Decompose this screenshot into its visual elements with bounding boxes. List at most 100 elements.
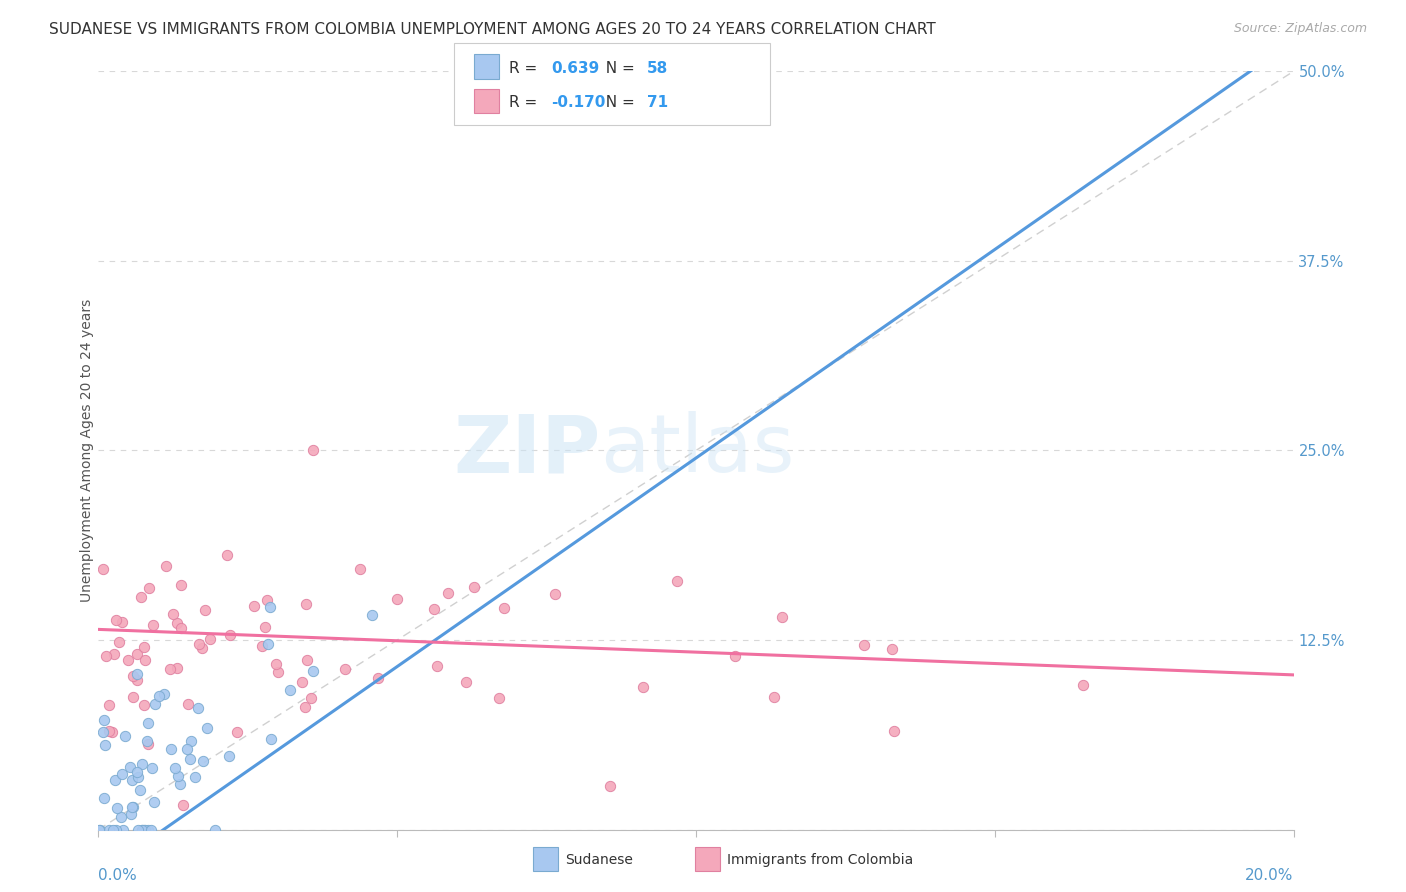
- Point: [127, 822, 149, 837]
- Point: [141, 822, 163, 837]
- Point: [456, 675, 478, 690]
- Point: [162, 607, 184, 622]
- Point: [121, 690, 143, 705]
- Point: [257, 637, 280, 651]
- Point: [91, 562, 114, 576]
- Point: [142, 795, 165, 809]
- Point: [141, 761, 163, 775]
- Point: [159, 742, 181, 756]
- Point: [108, 635, 131, 649]
- Point: [97, 698, 120, 713]
- Point: [194, 602, 217, 616]
- Point: [131, 822, 153, 837]
- Point: [105, 801, 128, 815]
- Point: [136, 822, 159, 837]
- Point: [218, 749, 240, 764]
- Point: [87, 822, 110, 837]
- Point: [852, 638, 875, 652]
- Point: [110, 809, 132, 823]
- Point: [170, 578, 193, 592]
- Point: [101, 725, 124, 739]
- Point: [125, 667, 148, 681]
- Point: [169, 777, 191, 791]
- Point: [302, 443, 325, 458]
- Point: [666, 574, 689, 589]
- Point: [121, 772, 143, 787]
- Point: [91, 725, 114, 739]
- Point: [264, 657, 287, 671]
- Point: [488, 691, 510, 706]
- Text: 0.639: 0.639: [551, 61, 599, 76]
- Point: [184, 770, 207, 784]
- Point: [153, 687, 176, 701]
- Point: [101, 822, 124, 837]
- Point: [254, 620, 277, 634]
- Point: [131, 822, 153, 837]
- Point: [724, 649, 747, 664]
- Point: [349, 562, 371, 576]
- Point: [121, 799, 143, 814]
- Point: [176, 742, 198, 756]
- Point: [762, 690, 785, 704]
- Point: [544, 587, 567, 601]
- Point: [135, 734, 157, 748]
- Point: [103, 647, 125, 661]
- Point: [302, 664, 325, 678]
- Point: [129, 590, 152, 604]
- Point: [125, 648, 148, 662]
- Point: [260, 731, 283, 746]
- Point: [179, 752, 201, 766]
- Point: [118, 760, 141, 774]
- Point: [423, 602, 446, 616]
- Point: [299, 690, 322, 705]
- Point: [148, 689, 170, 703]
- Point: [114, 729, 136, 743]
- Point: [93, 790, 115, 805]
- Point: [142, 617, 165, 632]
- Point: [463, 580, 485, 594]
- Point: [89, 822, 111, 837]
- Text: Sudanese: Sudanese: [565, 853, 633, 867]
- Point: [426, 658, 449, 673]
- Point: [387, 592, 409, 607]
- Point: [177, 697, 200, 711]
- Point: [599, 779, 621, 793]
- Point: [436, 586, 458, 600]
- Point: [104, 773, 127, 788]
- Point: [1071, 678, 1094, 692]
- Y-axis label: Unemployment Among Ages 20 to 24 years: Unemployment Among Ages 20 to 24 years: [80, 299, 94, 602]
- Point: [191, 641, 214, 656]
- Point: [122, 669, 145, 683]
- Point: [187, 637, 209, 651]
- Point: [880, 641, 903, 656]
- Text: N =: N =: [596, 61, 640, 76]
- Point: [166, 616, 188, 631]
- Point: [132, 698, 155, 712]
- Point: [93, 713, 115, 727]
- Point: [180, 733, 202, 747]
- Point: [94, 739, 117, 753]
- Point: [166, 661, 188, 675]
- Point: [267, 665, 290, 680]
- Point: [111, 615, 134, 629]
- Point: [117, 653, 139, 667]
- Point: [125, 764, 148, 779]
- Point: [770, 610, 793, 624]
- Point: [195, 722, 218, 736]
- Point: [110, 767, 132, 781]
- Point: [361, 607, 384, 622]
- Text: 58: 58: [647, 61, 668, 76]
- Point: [295, 653, 318, 667]
- Point: [105, 613, 128, 627]
- Point: [166, 769, 188, 783]
- Point: [367, 671, 389, 685]
- Point: [333, 662, 356, 676]
- Point: [132, 822, 155, 837]
- Text: R =: R =: [509, 61, 543, 76]
- Point: [215, 549, 238, 563]
- Point: [128, 783, 150, 797]
- Text: 20.0%: 20.0%: [1246, 869, 1294, 883]
- Point: [131, 757, 153, 772]
- Point: [259, 600, 281, 615]
- Point: [98, 724, 121, 739]
